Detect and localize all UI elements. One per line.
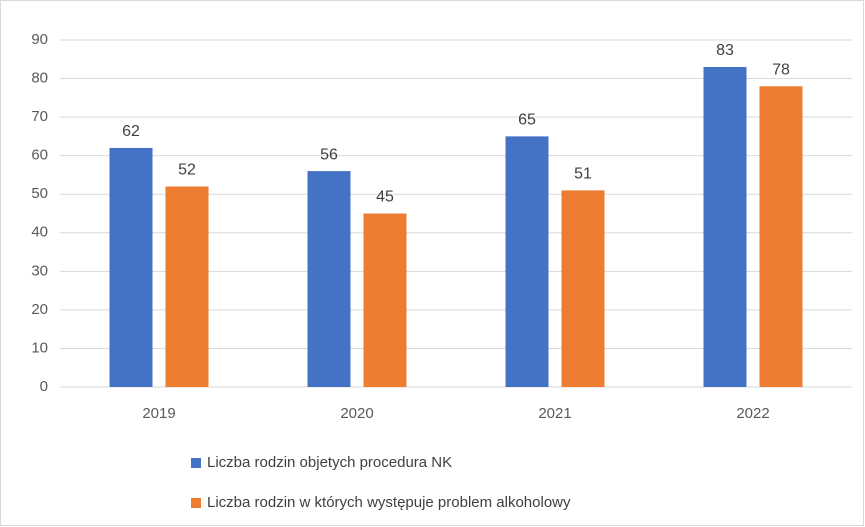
bar	[759, 86, 803, 388]
y-tick-label: 0	[40, 378, 48, 395]
y-tick-label: 60	[31, 147, 48, 164]
x-tick-label: 2021	[538, 405, 571, 422]
bar	[505, 136, 549, 387]
data-label: 83	[716, 42, 734, 59]
x-tick-label: 2020	[340, 405, 373, 422]
bar	[561, 190, 605, 387]
y-tick-label: 90	[31, 31, 48, 48]
data-label: 78	[772, 61, 790, 78]
data-label: 65	[518, 112, 536, 129]
bar	[109, 147, 153, 387]
bar	[363, 213, 407, 387]
bar	[307, 171, 351, 387]
bar	[165, 186, 209, 387]
y-tick-label: 70	[31, 108, 48, 125]
y-tick-label: 10	[31, 339, 48, 356]
x-tick-label: 2019	[142, 405, 175, 422]
x-tick-label: 2022	[736, 405, 769, 422]
data-label: 62	[122, 123, 140, 140]
y-tick-label: 20	[31, 301, 48, 318]
y-tick-label: 80	[31, 70, 48, 87]
data-label: 51	[574, 166, 592, 183]
data-label: 52	[178, 162, 196, 179]
legend-label: Liczba rodzin w których występuje proble…	[207, 494, 571, 511]
y-tick-label: 40	[31, 224, 48, 241]
data-label: 45	[376, 189, 394, 206]
legend-swatch	[191, 458, 201, 468]
legend-swatch	[191, 498, 201, 508]
bar	[703, 66, 747, 387]
legend-label: Liczba rodzin objetych procedura NK	[207, 454, 452, 471]
y-tick-label: 50	[31, 185, 48, 202]
data-label: 56	[320, 146, 338, 163]
y-tick-label: 30	[31, 262, 48, 279]
